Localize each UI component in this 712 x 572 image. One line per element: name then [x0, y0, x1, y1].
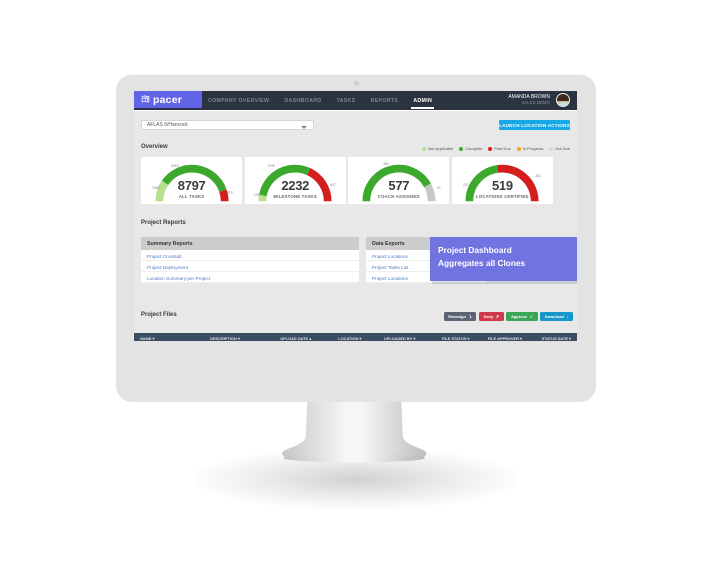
svg-text:5055: 5055 [171, 164, 179, 168]
svg-text:1296: 1296 [267, 164, 275, 168]
svg-text:484: 484 [383, 163, 389, 167]
